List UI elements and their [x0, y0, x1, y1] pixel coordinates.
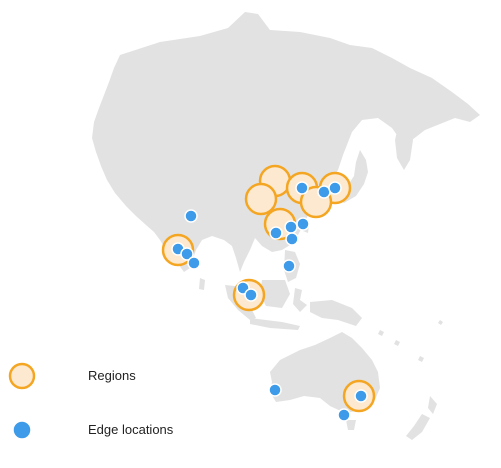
- edge-location-marker[interactable]: [268, 383, 282, 397]
- land-new-zealand: [406, 396, 437, 440]
- land-kamchatka: [395, 118, 413, 170]
- land-sulawesi: [293, 288, 307, 312]
- edge-markers: [171, 181, 368, 422]
- land-borneo: [260, 280, 290, 308]
- land-pacific-islands: [378, 320, 443, 362]
- land-java: [250, 318, 300, 330]
- edge-location-marker[interactable]: [317, 185, 331, 199]
- edge-location-marker[interactable]: [295, 181, 309, 195]
- edge-location-marker[interactable]: [284, 220, 298, 234]
- edge-location-marker[interactable]: [337, 408, 351, 422]
- land-asia: [92, 12, 480, 272]
- legend-region-symbol: [8, 362, 36, 390]
- legend: [8, 362, 36, 440]
- edge-location-marker[interactable]: [244, 288, 258, 302]
- edge-location-marker[interactable]: [354, 389, 368, 403]
- legend-regions-label: Regions: [88, 368, 136, 383]
- edge-location-marker[interactable]: [180, 247, 194, 261]
- edge-location-marker[interactable]: [328, 181, 342, 195]
- edge-location-marker[interactable]: [285, 232, 299, 246]
- land-new-guinea: [310, 300, 362, 326]
- edge-location-marker[interactable]: [282, 259, 296, 273]
- region-marker[interactable]: [244, 182, 278, 216]
- land-sri-lanka: [199, 278, 205, 290]
- legend-edge-label: Edge locations: [88, 422, 174, 437]
- edge-location-marker[interactable]: [184, 209, 198, 223]
- edge-location-marker[interactable]: [187, 256, 201, 270]
- land-tasmania: [346, 420, 356, 430]
- edge-location-marker[interactable]: [269, 226, 283, 240]
- edge-location-marker[interactable]: [296, 217, 310, 231]
- legend-edge-symbol: [12, 420, 32, 440]
